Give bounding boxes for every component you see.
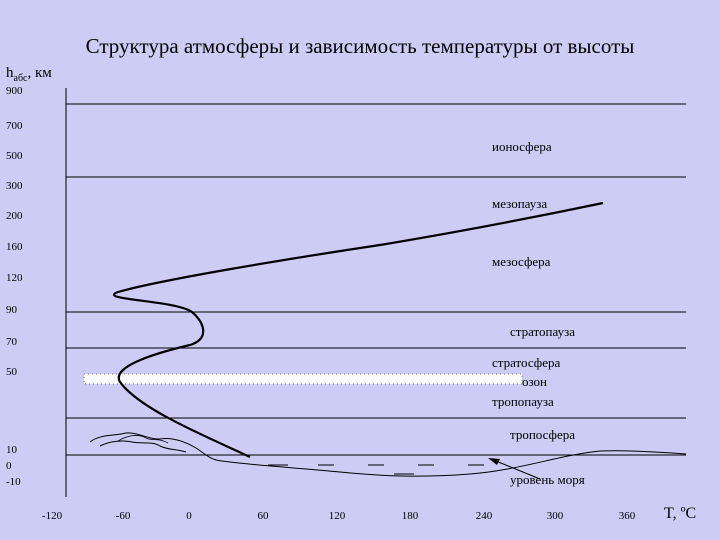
y-tick-200: 200	[6, 210, 23, 222]
y-tick-70: 70	[6, 336, 17, 348]
y-tick-90: 90	[6, 304, 17, 316]
y-axis-label: hабс, км	[6, 65, 52, 84]
mountain-outline	[89, 432, 223, 462]
label-troposphere: тропосфера	[510, 427, 576, 442]
x-tick-120: 120	[328, 510, 346, 522]
y-tick-300: 300	[6, 180, 23, 192]
y-axis-label-sub: абс	[13, 73, 28, 84]
y-tick-160: 160	[6, 241, 23, 253]
temperature-curve	[113, 201, 604, 458]
ozone-band	[83, 373, 523, 385]
sea-level-pointer	[495, 460, 541, 480]
x-tick-0: 0	[186, 510, 192, 522]
label-tropopause: тропопауза	[492, 394, 554, 409]
x-tick-minus60: -60	[115, 510, 131, 522]
mountain-peaks	[117, 435, 169, 444]
y-tick-700: 700	[6, 120, 23, 132]
x-tick-60: 60	[257, 510, 269, 522]
x-axis-unit: T, ºC	[664, 505, 697, 522]
x-tick-240: 240	[475, 510, 493, 522]
y-tick-900: 900	[6, 85, 23, 97]
y-tick-10: 10	[6, 444, 17, 456]
y-tick-minus10: -10	[6, 476, 21, 488]
y-tick-500: 500	[6, 150, 23, 162]
y-axis-label-main: h	[6, 65, 14, 81]
y-axis-label-unit: , км	[27, 65, 52, 81]
y-tick-50: 50	[6, 366, 17, 378]
mountain-contour	[99, 440, 187, 453]
sea-floor-outline	[221, 450, 687, 477]
label-mesosphere: мезосфера	[492, 254, 551, 269]
x-tick-300: 300	[546, 510, 564, 522]
sea-waves	[268, 464, 484, 475]
x-tick-minus120: -120	[41, 510, 63, 522]
x-tick-180: 180	[401, 510, 419, 522]
label-ionosphere: ионосфера	[492, 139, 552, 154]
label-ozone: озон	[522, 374, 548, 389]
label-stratosphere: стратосфера	[492, 355, 561, 370]
label-mesopause: мезопауза	[492, 196, 548, 211]
sea-level-arrowhead	[488, 458, 500, 465]
y-tick-0: 0	[6, 460, 12, 472]
y-tick-120: 120	[6, 272, 23, 284]
label-stratopause: стратопауза	[510, 324, 576, 339]
label-sea-level: уровень моря	[510, 472, 585, 487]
chart-title: Структура атмосферы и зависимость темпер…	[85, 34, 635, 58]
x-tick-360: 360	[618, 510, 636, 522]
